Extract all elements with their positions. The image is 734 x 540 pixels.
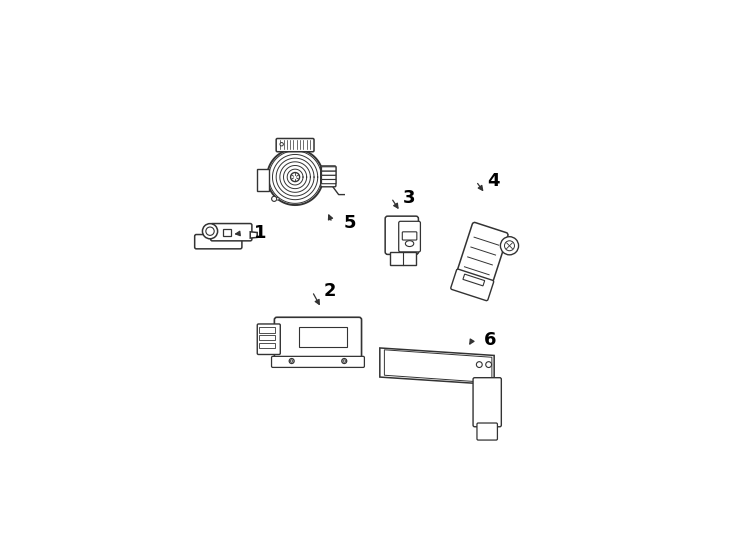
Text: 6: 6: [484, 331, 496, 349]
Polygon shape: [379, 348, 494, 384]
Text: 1: 1: [254, 224, 266, 242]
Circle shape: [504, 241, 515, 251]
Bar: [390, 252, 416, 265]
Circle shape: [203, 224, 217, 239]
FancyBboxPatch shape: [321, 171, 336, 175]
FancyBboxPatch shape: [457, 222, 508, 285]
FancyBboxPatch shape: [195, 234, 242, 249]
Bar: [299, 327, 346, 347]
Circle shape: [280, 143, 283, 146]
FancyBboxPatch shape: [276, 138, 314, 152]
FancyBboxPatch shape: [321, 166, 336, 187]
Text: 5: 5: [344, 214, 356, 232]
Ellipse shape: [405, 241, 414, 247]
Circle shape: [291, 360, 293, 362]
FancyBboxPatch shape: [272, 356, 364, 367]
Text: 4: 4: [487, 172, 500, 190]
Circle shape: [289, 359, 294, 363]
FancyBboxPatch shape: [477, 423, 498, 440]
FancyBboxPatch shape: [385, 216, 418, 254]
FancyBboxPatch shape: [211, 224, 252, 241]
FancyBboxPatch shape: [451, 269, 494, 301]
Circle shape: [291, 173, 299, 181]
Text: 2: 2: [324, 282, 336, 300]
Circle shape: [277, 198, 279, 200]
FancyBboxPatch shape: [402, 232, 417, 240]
Circle shape: [343, 360, 346, 362]
Bar: [259, 335, 275, 340]
FancyBboxPatch shape: [275, 318, 362, 361]
Bar: [259, 343, 275, 348]
Circle shape: [501, 237, 518, 255]
Circle shape: [476, 362, 482, 368]
Polygon shape: [250, 232, 257, 238]
FancyBboxPatch shape: [321, 179, 336, 184]
Bar: [223, 229, 230, 236]
FancyBboxPatch shape: [473, 377, 501, 427]
Polygon shape: [385, 350, 492, 383]
FancyBboxPatch shape: [257, 324, 280, 354]
Circle shape: [342, 359, 346, 363]
Circle shape: [272, 197, 277, 201]
Bar: [463, 274, 484, 286]
Circle shape: [206, 227, 214, 235]
Bar: [259, 327, 275, 333]
FancyBboxPatch shape: [399, 221, 421, 252]
FancyBboxPatch shape: [321, 167, 336, 171]
Circle shape: [486, 362, 492, 368]
Polygon shape: [257, 169, 269, 191]
FancyBboxPatch shape: [321, 176, 336, 179]
Text: 3: 3: [403, 189, 415, 207]
